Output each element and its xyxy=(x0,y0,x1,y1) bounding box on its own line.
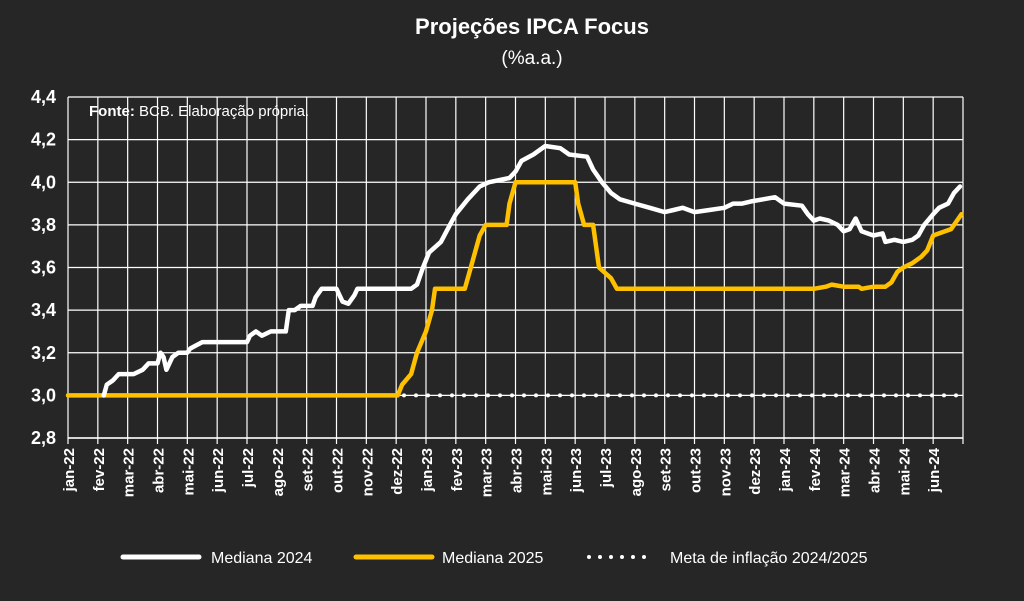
y-tick-label: 3,6 xyxy=(31,258,56,278)
x-tick-label: nov-22 xyxy=(359,448,376,496)
series-line-mediana-2025 xyxy=(65,180,964,398)
legend-label-mediana-2024: Mediana 2024 xyxy=(211,550,313,567)
x-tick-label: abr-24 xyxy=(867,447,884,493)
x-tick-label: mai-23 xyxy=(538,448,555,496)
source-note: Fonte: BCB. Elaboração própria. xyxy=(89,103,309,120)
source-text: BCB. Elaboração própria. xyxy=(135,103,309,120)
y-tick-label: 3,0 xyxy=(31,385,56,405)
x-tick-label: fev-24 xyxy=(807,447,824,491)
x-tick-label: out-22 xyxy=(330,448,347,493)
x-tick-label: jan-23 xyxy=(419,448,436,492)
x-tick-label: mar-23 xyxy=(479,448,496,497)
y-axis-ticks: 2,8 3,0 3,2 3,4 3,6 3,8 4,0 4,2 4,4 xyxy=(31,87,56,448)
y-tick-label: 3,2 xyxy=(31,343,56,363)
x-tick-label: abr-23 xyxy=(509,448,526,493)
legend: Mediana 2024 Mediana 2025 Meta de inflaç… xyxy=(120,550,868,567)
source-label: Fonte: xyxy=(89,103,135,120)
x-tick-label: mai-24 xyxy=(896,447,913,495)
x-tick-label: jan-24 xyxy=(777,447,794,492)
x-tick-label: ago-23 xyxy=(628,448,645,496)
x-tick-label: dez-22 xyxy=(389,448,406,495)
chart-title: Projeções IPCA Focus xyxy=(415,14,649,39)
x-tick-label: fev-22 xyxy=(91,448,108,491)
legend-label-meta: Meta de inflação 2024/2025 xyxy=(670,550,868,567)
x-tick-label: abr-22 xyxy=(151,448,168,493)
x-tick-label: jun-22 xyxy=(210,448,227,493)
x-tick-label: mai-22 xyxy=(180,448,197,496)
x-tick-label: set-23 xyxy=(658,448,675,491)
y-tick-label: 2,8 xyxy=(31,428,56,448)
y-tick-label: 4,4 xyxy=(31,87,56,107)
y-tick-label: 4,0 xyxy=(31,172,56,192)
grid-lines xyxy=(67,96,964,444)
x-tick-label: fev-23 xyxy=(449,448,466,491)
x-tick-label: jul-22 xyxy=(240,448,257,488)
x-tick-label: nov-23 xyxy=(717,448,734,496)
series-layer xyxy=(65,143,965,398)
x-tick-label: mar-22 xyxy=(121,448,138,497)
x-tick-label: jan-22 xyxy=(61,448,78,492)
chart-subtitle: (%a.a.) xyxy=(501,48,563,69)
series-line-mediana-2024 xyxy=(101,143,963,398)
legend-label-mediana-2025: Mediana 2025 xyxy=(442,550,544,567)
x-tick-label: out-23 xyxy=(688,448,705,493)
y-tick-label: 4,2 xyxy=(31,130,56,150)
x-tick-label: jul-23 xyxy=(598,448,615,488)
y-tick-label: 3,4 xyxy=(31,300,56,320)
x-axis-ticks: jan-22 fev-22 mar-22 abr-22 mai-22 jun-22 jul-… xyxy=(61,447,943,497)
x-tick-label: ago-22 xyxy=(270,448,287,496)
x-tick-label: set-22 xyxy=(300,448,317,491)
y-tick-label: 3,8 xyxy=(31,215,56,235)
x-tick-label: mar-24 xyxy=(837,447,854,497)
x-tick-label: jun-24 xyxy=(926,447,943,493)
x-tick-label: jun-23 xyxy=(568,448,585,493)
x-tick-label: dez-23 xyxy=(747,448,764,495)
